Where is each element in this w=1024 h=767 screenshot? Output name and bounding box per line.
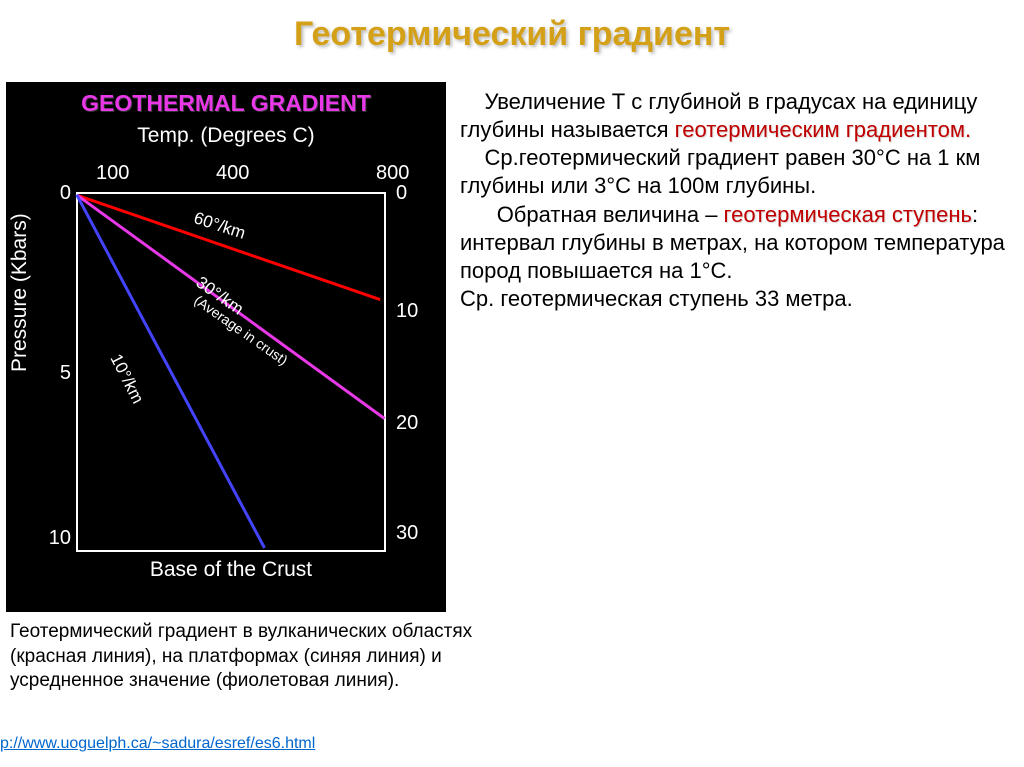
gradient-line-10 — [75, 194, 265, 549]
desc-p3-pre: Обратная величина – — [497, 202, 724, 227]
x-axis-label: Temp. (Degrees C) — [6, 124, 446, 148]
desc-p2: Ср.геотермический градиент равен 30°С на… — [460, 145, 980, 198]
source-link[interactable]: p://www.uoguelph.ca/~sadura/esref/es6.ht… — [0, 735, 315, 753]
y-left-axis-label: Pressure (Kbars) — [8, 213, 32, 372]
chart-caption: Геотермический градиент в вулканических … — [10, 620, 530, 694]
desc-p1-hl: геотермическим градиентом. — [675, 117, 971, 142]
y-right-axis-label: Depth (km) — [458, 372, 482, 476]
x-tick: 400 — [216, 162, 249, 185]
y-left-tick: 10 — [31, 527, 71, 550]
desc-p3-hl: геотермическая ступень — [724, 202, 972, 227]
x-tick: 100 — [96, 162, 129, 185]
chart-title: GEOTHERMAL GRADIENT — [6, 90, 446, 117]
y-left-tick: 0 — [31, 182, 71, 205]
plot-area: 60°/km 30°/km (Average in crust) 10°/km — [76, 192, 386, 552]
y-right-tick: 30 — [396, 522, 418, 545]
y-right-tick: 20 — [396, 412, 418, 435]
geothermal-chart: GEOTHERMAL GRADIENT Temp. (Degrees C) 10… — [6, 82, 446, 612]
base-crust-label: Base of the Crust — [76, 558, 386, 582]
description-text: Увеличение Т с глубиной в градусах на ед… — [460, 88, 1015, 313]
desc-p4: Ср. геотермическая ступень 33 метра. — [460, 286, 853, 311]
y-right-tick: 10 — [396, 300, 418, 323]
y-left-tick: 5 — [31, 362, 71, 385]
y-right-tick: 0 — [396, 182, 407, 205]
line-label-10: 10°/km — [106, 351, 148, 407]
page-title: Геотермический градиент — [0, 15, 1024, 54]
